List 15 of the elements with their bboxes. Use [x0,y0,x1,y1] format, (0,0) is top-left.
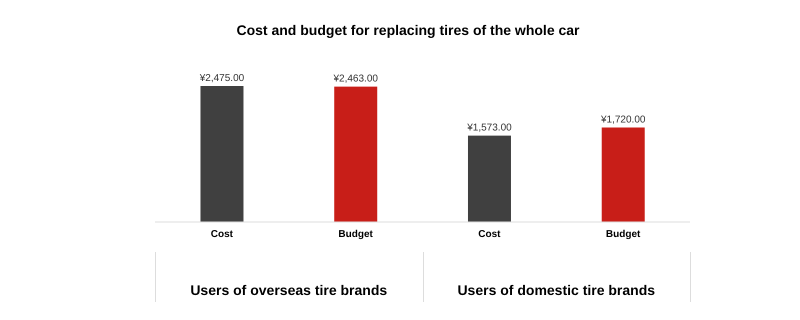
x-tick-label: Budget [606,229,642,240]
bar [200,86,244,222]
chart-title: Cost and budget for replacing tires of the whole car [235,22,581,38]
data-label: ¥2,463.00 [332,74,378,85]
data-label: ¥2,475.00 [198,73,245,84]
x-tick-label: Cost [478,229,502,240]
data-label: ¥1,573.00 [466,122,512,134]
text: Users of domestic tire brands [456,282,656,298]
bar [468,136,511,222]
x-tick-label: Cost [210,229,234,240]
bar [334,86,378,222]
text: Users of overseas tire brands [189,282,388,298]
x-tick-label: Budget [338,229,374,240]
data-label: ¥1,720.00 [600,114,646,126]
bar [602,127,645,222]
